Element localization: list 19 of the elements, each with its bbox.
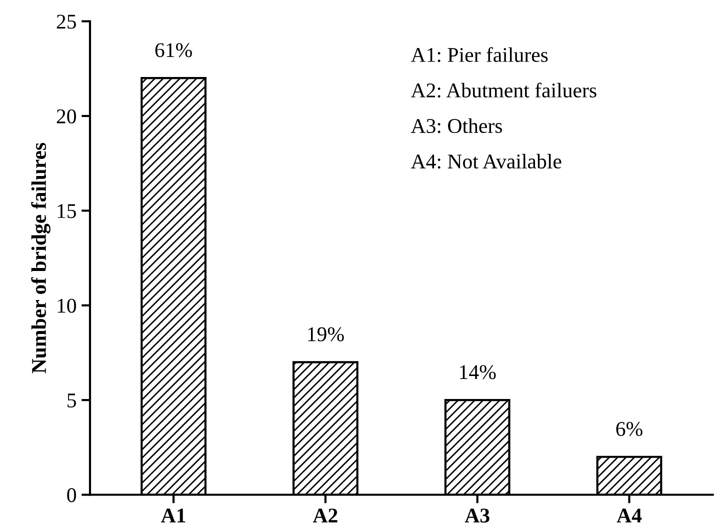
annotation: 19% bbox=[308, 327, 344, 342]
annotation: 14% bbox=[460, 365, 496, 380]
annotation: 6% bbox=[616, 422, 642, 436]
annotation: A2: Abutment failuers bbox=[410, 82, 596, 98]
annotation: 61% bbox=[155, 43, 192, 58]
x-tick-label: A1 bbox=[161, 508, 186, 522]
annotation: A3: Others bbox=[410, 118, 502, 134]
y-tick-label: 15 bbox=[58, 204, 76, 218]
annotation: A1: Pier failures bbox=[410, 47, 548, 62]
y-tick-label: 10 bbox=[58, 298, 76, 313]
x-tick-label: A3 bbox=[464, 508, 490, 523]
y-tick-label: 25 bbox=[56, 14, 76, 29]
y-axis-title: Number of bridge failures bbox=[31, 142, 50, 374]
y-tick-label: 20 bbox=[56, 109, 76, 124]
annotation: A4: Not Available bbox=[410, 154, 562, 169]
x-tick-label: A4 bbox=[616, 508, 642, 522]
y-tick-label: 5 bbox=[68, 394, 76, 408]
y-tick-label: 0 bbox=[67, 488, 76, 502]
x-tick-label: A2 bbox=[312, 508, 338, 522]
